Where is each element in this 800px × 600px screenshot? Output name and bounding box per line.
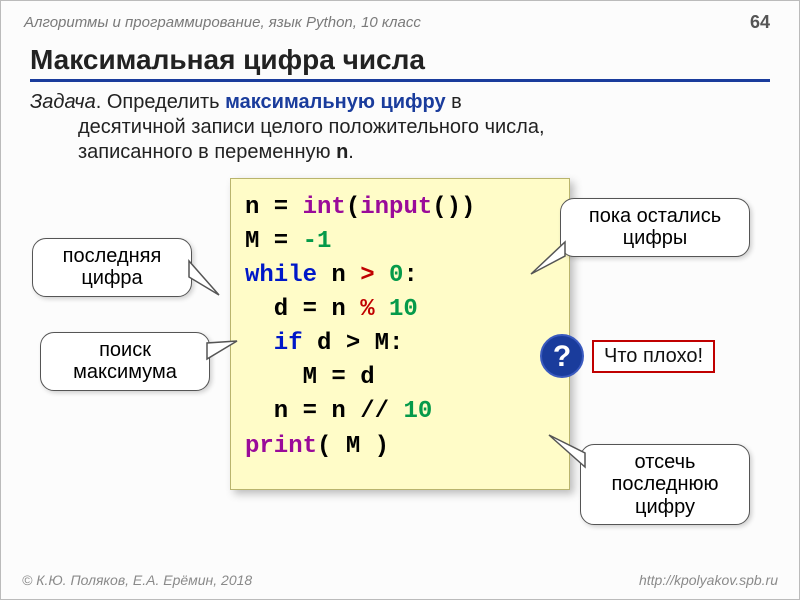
slide-title: Максимальная цифра числа — [30, 44, 770, 82]
c3op: > — [360, 262, 374, 289]
c7a: n = n // — [245, 398, 403, 425]
c2a: M = — [245, 228, 303, 255]
c4b — [375, 296, 389, 323]
task-text: Задача. Определить максимальную цифру в … — [30, 90, 770, 165]
c3n: 0 — [389, 262, 403, 289]
footer-left: © К.Ю. Поляков, Е.А. Ерёмин, 2018 — [22, 572, 252, 588]
callout-cut-text: отсечь последнюю цифру — [611, 451, 718, 518]
c1b: ( — [346, 194, 360, 221]
c1fn: int — [303, 194, 346, 221]
c2n: -1 — [303, 228, 332, 255]
whats-bad-box: Что плохо! — [592, 340, 715, 373]
c4op: % — [360, 296, 374, 323]
task-line3: записанного в переменную n. — [30, 140, 770, 165]
code-pre: n = int(input()) M = -1 while n > 0: d =… — [245, 191, 555, 464]
c5a: d > M: — [303, 330, 404, 357]
c4n: 10 — [389, 296, 418, 323]
task-keyword: максимальную цифру — [225, 91, 445, 113]
c8a: ( M ) — [317, 433, 389, 460]
task-t1b: в — [446, 91, 462, 113]
callout-find-max-text: поиск максимума — [73, 339, 177, 383]
callout-while-digits: пока остались цифры — [560, 198, 750, 257]
c5kw: if — [245, 330, 303, 357]
task-prefix: Задача — [30, 91, 96, 113]
c3b — [375, 262, 389, 289]
c1a: n = — [245, 194, 303, 221]
callout-find-max: поиск максимума — [40, 332, 210, 391]
c7n: 10 — [403, 398, 432, 425]
c8fn: print — [245, 433, 317, 460]
page-number: 64 — [750, 12, 770, 33]
slide-header: Алгоритмы и программирование, язык Pytho… — [24, 14, 421, 31]
c6a: M = d — [245, 364, 375, 391]
callout-cut-last: отсечь последнюю цифру — [580, 444, 750, 525]
task-t1: . Определить — [96, 91, 225, 113]
c1fn2: input — [360, 194, 432, 221]
code-block: n = int(input()) M = -1 while n > 0: d =… — [230, 178, 570, 490]
c4a: d = n — [245, 296, 360, 323]
callout-while-text: пока остались цифры — [589, 205, 721, 249]
c1c: ()) — [432, 194, 475, 221]
c3a: n — [317, 262, 360, 289]
callout-last-digit: последняя цифра — [32, 238, 192, 297]
task-l3b: . — [348, 141, 354, 163]
task-line2: десятичной записи целого положительного … — [30, 115, 770, 140]
task-var: n — [336, 141, 348, 163]
callout-last-digit-text: последняя цифра — [63, 245, 162, 289]
footer-right: http://kpolyakov.spb.ru — [639, 572, 778, 588]
c3c: : — [403, 262, 417, 289]
c3kw: while — [245, 262, 317, 289]
question-icon: ? — [540, 334, 584, 378]
task-l3a: записанного в переменную — [78, 141, 336, 163]
